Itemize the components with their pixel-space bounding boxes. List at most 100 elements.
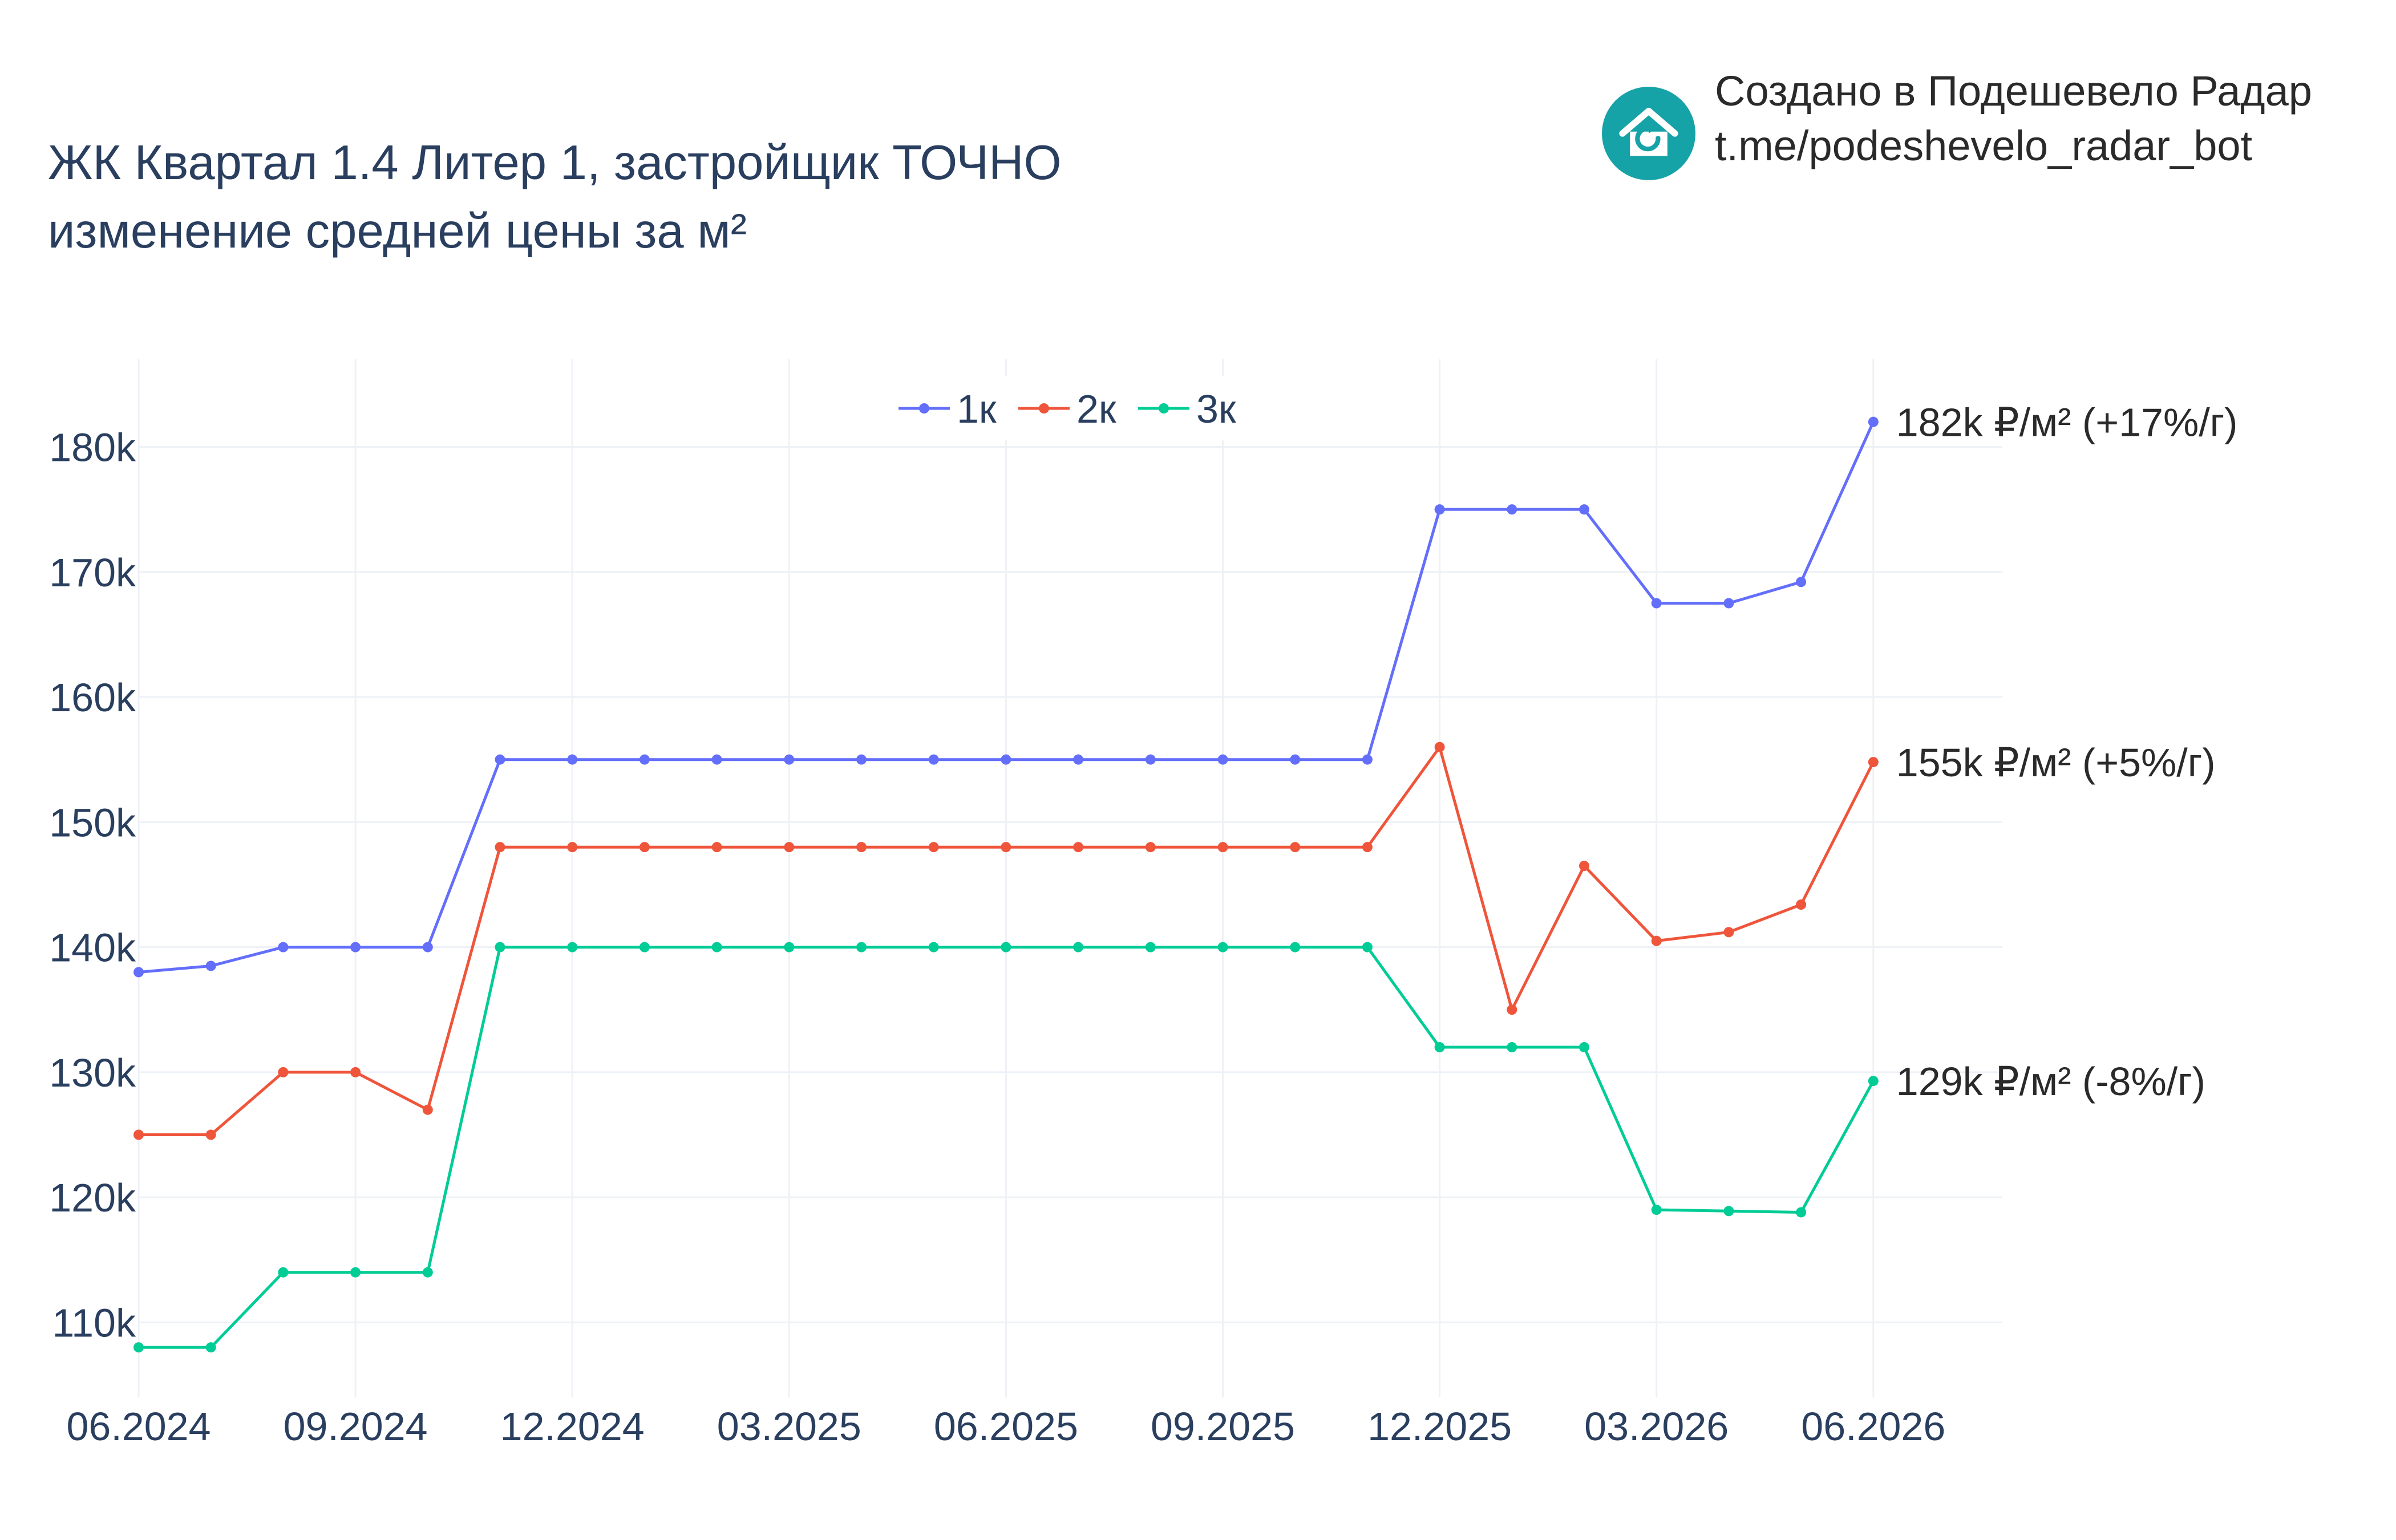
legend-label: 1к [957, 387, 997, 431]
data-point [133, 967, 144, 978]
data-point [711, 942, 722, 953]
data-point [1868, 416, 1879, 427]
data-point [639, 842, 650, 853]
x-tick-label: 03.2026 [1584, 1404, 1729, 1449]
data-point [1723, 1206, 1734, 1217]
x-axis-ticks: 06.2024 09.2024 12.2024 03.2025 06.2025 09.20… [66, 1404, 1945, 1449]
data-point [856, 754, 867, 765]
data-point [133, 1342, 144, 1353]
data-point [1001, 754, 1011, 765]
data-point [1507, 504, 1517, 515]
series-1 [133, 416, 1879, 978]
data-point [1073, 842, 1084, 853]
data-point [711, 754, 722, 765]
data-point [1723, 927, 1734, 938]
data-point [350, 1067, 361, 1077]
series-end-label: 129k ₽/м² (-8%/г) [1896, 1059, 2205, 1104]
data-point [928, 754, 939, 765]
data-point [1290, 942, 1301, 953]
grid-lines [137, 359, 2002, 1397]
x-tick-label: 06.2024 [66, 1404, 211, 1449]
data-point [1434, 1042, 1445, 1053]
data-point [350, 1267, 361, 1278]
chart-title-line1: ЖК Квартал 1.4 Литер 1, застройщик ТОЧНО [48, 136, 1062, 190]
y-tick-label: 130k [49, 1051, 136, 1095]
legend-item-2[interactable]: 2к [1018, 387, 1116, 431]
data-point [1145, 754, 1156, 765]
series-end-label: 155k ₽/м² (+5%/г) [1896, 740, 2216, 785]
data-point [639, 942, 650, 953]
data-point [1868, 1076, 1879, 1087]
data-point [350, 942, 361, 953]
data-point [278, 1067, 289, 1077]
end-labels: 182k ₽/м² (+17%/г) 155k ₽/м² (+5%/г) 129k … [1896, 400, 2238, 1104]
data-point [856, 842, 867, 853]
data-point [928, 842, 939, 853]
data-point [1290, 842, 1301, 853]
data-point [495, 754, 505, 765]
data-point [1579, 1042, 1589, 1053]
data-point [1434, 504, 1445, 515]
data-point [1868, 757, 1879, 768]
data-point [784, 842, 795, 853]
data-point [856, 942, 867, 953]
x-tick-label: 09.2024 [284, 1404, 428, 1449]
data-point [1145, 942, 1156, 953]
series-3 [133, 942, 1879, 1353]
legend-label: 2к [1076, 387, 1116, 431]
data-point [205, 961, 216, 971]
data-point [1362, 842, 1373, 853]
y-tick-label: 140k [49, 926, 136, 970]
series-end-label: 182k ₽/м² (+17%/г) [1896, 400, 2238, 445]
x-tick-label: 06.2025 [934, 1404, 1078, 1449]
data-point [1217, 942, 1228, 953]
legend-label: 3к [1196, 387, 1236, 431]
data-point [784, 942, 795, 953]
x-tick-label: 03.2025 [717, 1404, 861, 1449]
chart-title: ЖК Квартал 1.4 Литер 1, застройщик ТОЧНО… [48, 129, 1062, 266]
data-point [567, 942, 578, 953]
data-point [928, 942, 939, 953]
chart-title-line2: изменение средней цены за м² [48, 204, 747, 258]
y-axis-ticks: 110k 120k 130k 140k 150k 160k 170k 180k [49, 425, 136, 1345]
x-tick-label: 12.2025 [1367, 1404, 1512, 1449]
data-point [1507, 1042, 1517, 1053]
data-point [1579, 504, 1589, 515]
x-tick-label: 06.2026 [1801, 1404, 1945, 1449]
y-tick-label: 150k [49, 800, 136, 845]
data-point [205, 1129, 216, 1140]
data-point [495, 942, 505, 953]
data-point [1362, 942, 1373, 953]
data-point [784, 754, 795, 765]
data-point [278, 1267, 289, 1278]
data-point [1290, 754, 1301, 765]
data-point [1001, 942, 1011, 953]
data-point [1796, 577, 1807, 587]
data-point [1073, 942, 1084, 953]
legend-marker [1159, 403, 1169, 414]
data-point [1723, 598, 1734, 609]
series-lines [133, 416, 1879, 1353]
data-point [1217, 842, 1228, 853]
data-point [567, 754, 578, 765]
legend-marker [919, 403, 929, 414]
data-point [1651, 935, 1662, 946]
legend-item-3[interactable]: 3к [1138, 387, 1236, 431]
data-point [422, 1267, 433, 1278]
data-point [1507, 1004, 1517, 1015]
data-point [205, 1342, 216, 1353]
y-tick-label: 170k [49, 550, 136, 595]
data-point [133, 1129, 144, 1140]
y-tick-label: 110k [52, 1300, 136, 1345]
data-point [1073, 754, 1084, 765]
data-point [422, 942, 433, 953]
house-refresh-icon [1602, 87, 1695, 180]
data-point [1217, 754, 1228, 765]
brand-link[interactable]: t.me/podeshevelo_radar_bot [1715, 122, 2253, 169]
legend-item-1[interactable]: 1к [898, 387, 997, 431]
x-tick-label: 09.2025 [1151, 1404, 1295, 1449]
brand-name: Создано в Подешевело Радар [1715, 67, 2312, 115]
y-tick-label: 120k [49, 1176, 136, 1220]
data-point [278, 942, 289, 953]
